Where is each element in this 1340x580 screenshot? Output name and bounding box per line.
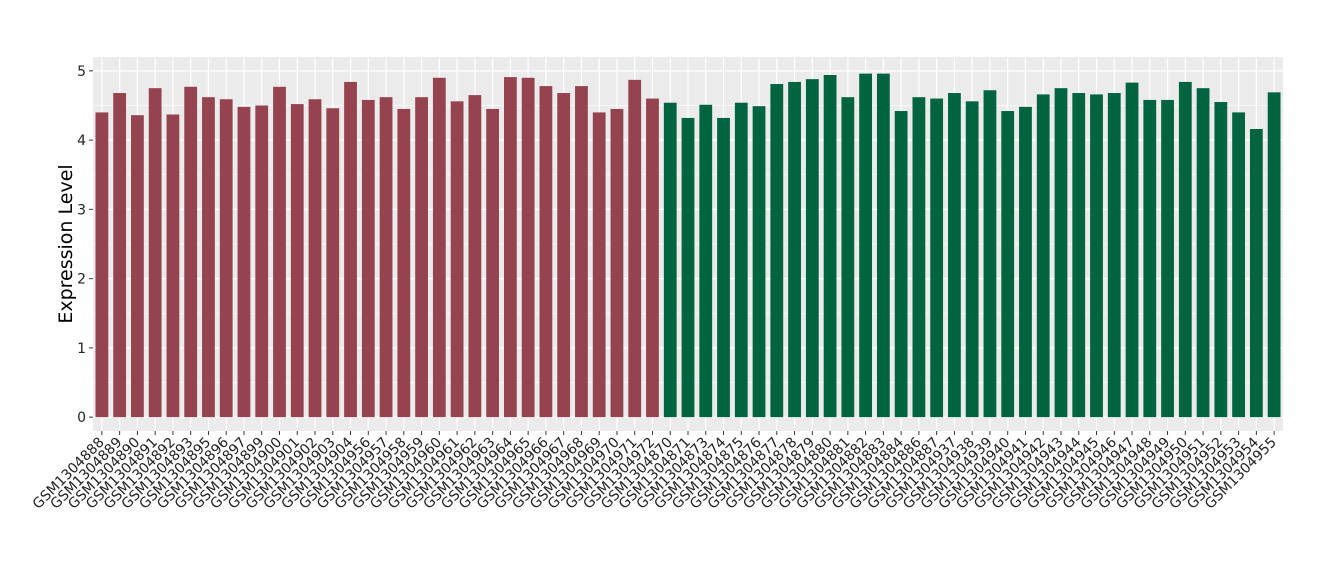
bar-GSM1304940 [1001, 111, 1015, 418]
y-tick-label: 0 [77, 410, 86, 426]
bar-GSM1304877 [770, 84, 784, 418]
bar-GSM1304870 [663, 102, 677, 418]
bar-GSM1304960 [432, 77, 446, 418]
bar-GSM1304948 [1143, 99, 1157, 418]
y-tick-label: 3 [77, 202, 86, 218]
y-axis: 0 1 2 3 4 5 [77, 64, 93, 426]
bar-GSM1304889 [113, 93, 127, 418]
bars [95, 73, 1281, 418]
bar-GSM1304951 [1196, 88, 1210, 418]
bar-GSM1304886 [912, 97, 926, 418]
bar-GSM1304891 [148, 88, 162, 418]
bar-GSM1304901 [290, 104, 304, 418]
bar-GSM1304963 [486, 108, 500, 418]
x-axis: GSM1304888GSM1304889GSM1304890GSM1304891… [30, 431, 1280, 512]
bar-GSM1304888 [95, 112, 109, 418]
bar-GSM1304964 [503, 77, 517, 418]
bar-GSM1304944 [1072, 93, 1086, 418]
bar-GSM1304890 [131, 115, 144, 418]
bar-GSM1304937 [948, 93, 961, 418]
bar-GSM1304950 [1178, 81, 1192, 418]
bar-GSM1304880 [823, 75, 837, 418]
y-tick-label: 1 [77, 341, 86, 357]
bar-GSM1304874 [717, 117, 730, 418]
bar-GSM1304962 [468, 95, 482, 418]
bar-GSM1304900 [273, 86, 286, 418]
y-tick-label: 2 [77, 272, 86, 288]
bar-GSM1304961 [450, 101, 464, 418]
bar-GSM1304954 [1249, 129, 1263, 418]
bar-GSM1304965 [521, 77, 535, 418]
bar-GSM1304899 [255, 105, 269, 418]
bar-GSM1304875 [734, 102, 748, 418]
y-tick-label: 5 [77, 64, 86, 80]
bar-GSM1304966 [539, 86, 553, 418]
y-tick-label: 4 [77, 133, 86, 149]
bar-GSM1304881 [841, 97, 855, 418]
bar-GSM1304876 [752, 106, 766, 418]
bar-GSM1304953 [1232, 112, 1245, 418]
bar-GSM1304939 [983, 90, 997, 418]
bar-GSM1304941 [1019, 106, 1032, 418]
bar-GSM1304969 [592, 112, 606, 418]
bar-GSM1304892 [166, 114, 180, 418]
bar-GSM1304942 [1036, 94, 1050, 418]
bar-GSM1304883 [876, 73, 890, 418]
y-axis-label: Expression Level [55, 164, 77, 323]
bar-GSM1304947 [1125, 82, 1139, 418]
bar-GSM1304893 [184, 86, 198, 418]
bar-GSM1304871 [681, 117, 695, 418]
bar-GSM1304945 [1090, 94, 1103, 418]
bar-GSM1304952 [1214, 102, 1228, 418]
bar-GSM1304949 [1161, 99, 1174, 418]
bar-GSM1304957 [379, 97, 393, 418]
bar-GSM1304897 [237, 106, 251, 418]
bar-GSM1304938 [965, 101, 979, 418]
bar-GSM1304971 [628, 79, 642, 418]
bar-GSM1304887 [930, 98, 944, 418]
bar-GSM1304968 [575, 86, 588, 418]
bar-GSM1304873 [699, 104, 713, 418]
bar-GSM1304904 [344, 81, 357, 418]
bar-GSM1304943 [1054, 88, 1068, 418]
bar-GSM1304882 [859, 73, 873, 418]
bar-GSM1304878 [788, 81, 801, 418]
bar-GSM1304946 [1107, 93, 1121, 418]
bar-GSM1304967 [557, 93, 571, 418]
bar-GSM1304895 [202, 97, 215, 418]
bar-GSM1304903 [326, 108, 340, 418]
bar-GSM1304972 [646, 98, 659, 418]
bar-GSM1304896 [219, 99, 233, 418]
bar-GSM1304956 [361, 99, 375, 418]
bar-GSM1304955 [1267, 92, 1281, 418]
bar-GSM1304902 [308, 99, 322, 418]
bar-GSM1304884 [894, 111, 908, 418]
bar-GSM1304959 [415, 97, 428, 418]
bar-GSM1304970 [610, 108, 624, 418]
bar-GSM1304958 [397, 108, 411, 418]
bar-GSM1304879 [805, 79, 819, 418]
